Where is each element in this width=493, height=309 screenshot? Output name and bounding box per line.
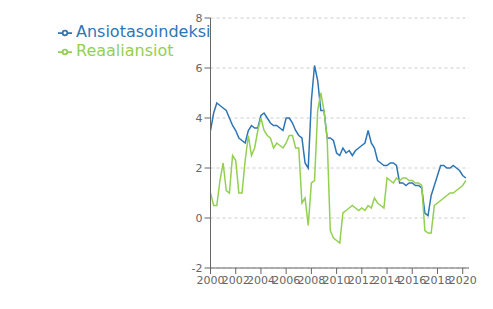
svg-text:2004: 2004 xyxy=(247,274,275,287)
html-text:Reaaliansiot: Reaaliansiot xyxy=(76,41,174,60)
svg-text:2008: 2008 xyxy=(297,274,325,287)
svg-text:4: 4 xyxy=(196,112,203,125)
svg-text:2016: 2016 xyxy=(398,274,426,287)
svg-text:6: 6 xyxy=(196,62,203,75)
svg-text:2006: 2006 xyxy=(272,274,300,287)
svg-text:8: 8 xyxy=(196,12,203,25)
svg-text:-2: -2 xyxy=(192,262,203,275)
html-text:Ansiotasoindeksi: Ansiotasoindeksi xyxy=(76,22,211,41)
svg-text:2018: 2018 xyxy=(423,274,451,287)
svg-text:2010: 2010 xyxy=(323,274,351,287)
svg-text:2012: 2012 xyxy=(348,274,376,287)
svg-text:2: 2 xyxy=(196,162,203,175)
svg-text:2000: 2000 xyxy=(197,274,225,287)
svg-text:0: 0 xyxy=(196,212,203,225)
svg-text:2014: 2014 xyxy=(373,274,401,287)
svg-text:2020: 2020 xyxy=(449,274,477,287)
svg-text:2002: 2002 xyxy=(222,274,250,287)
